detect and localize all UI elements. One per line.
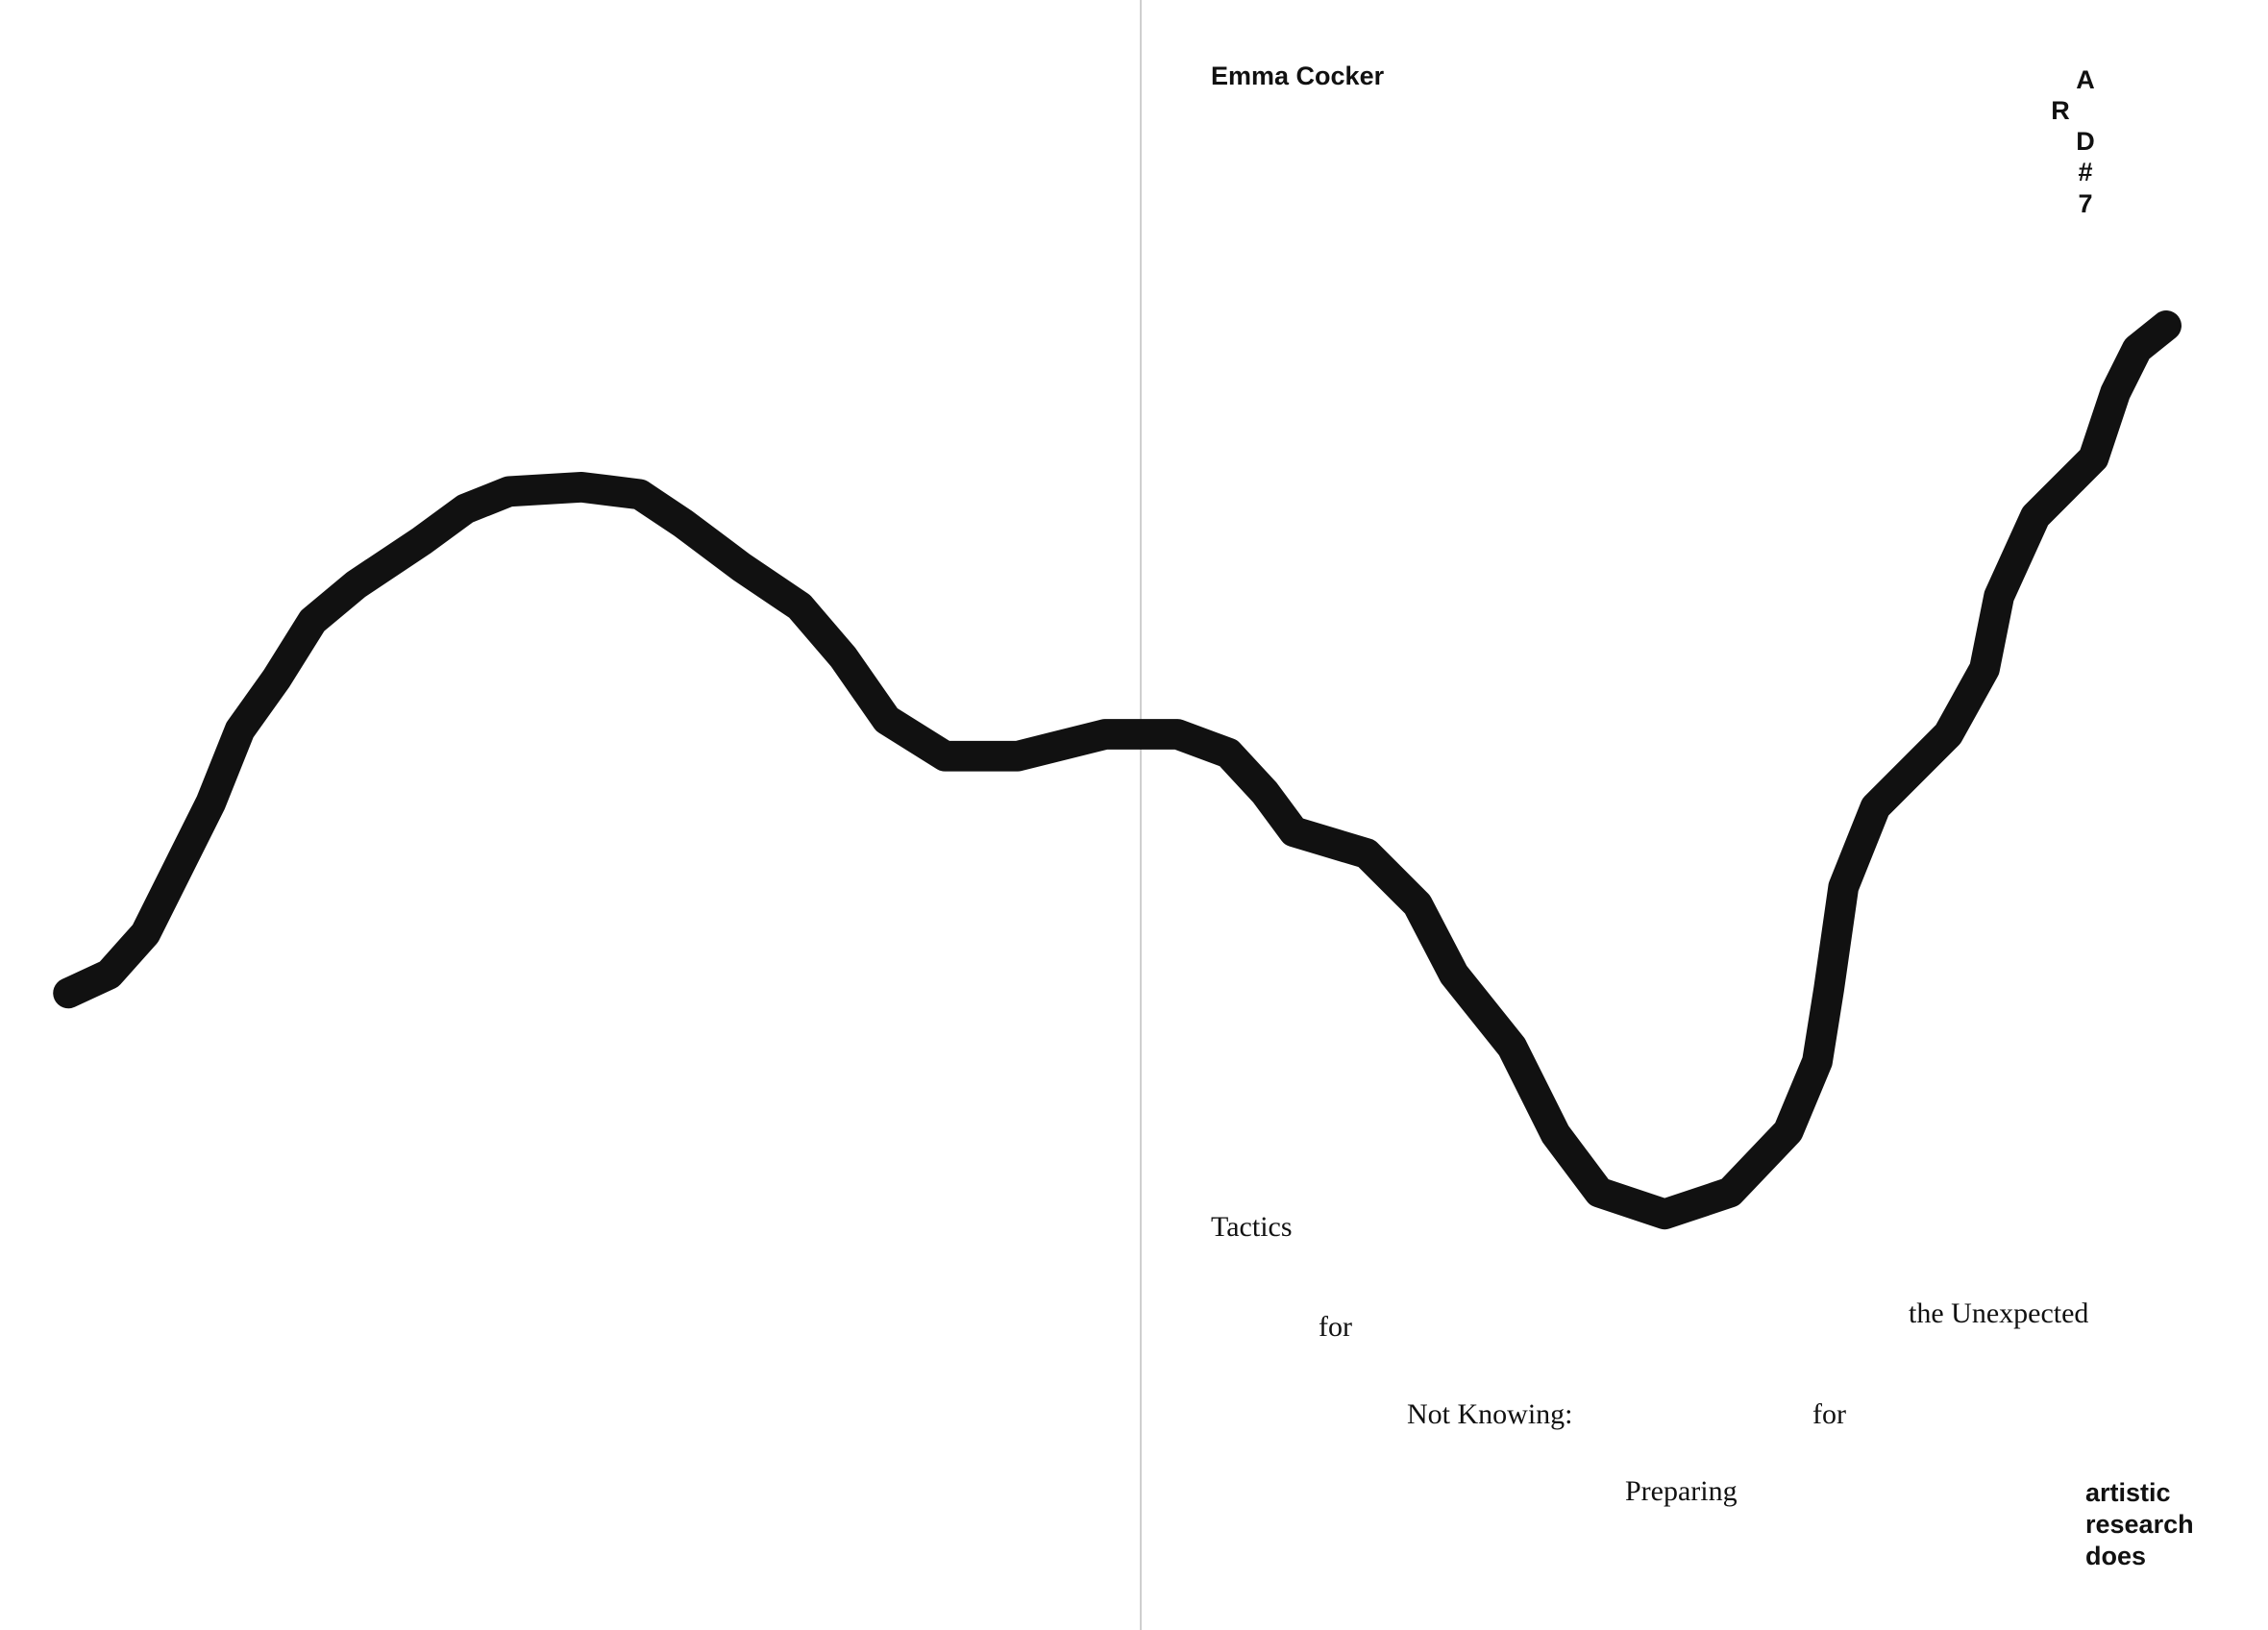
title-word-tactics: Tactics [1211,1211,1293,1243]
series-mark-letter: R [2051,96,2070,125]
title-word-for: for [1812,1398,1846,1430]
series-mark-letter: A [2076,65,2095,94]
title-word-preparing: Preparing [1625,1475,1738,1507]
wavy-line-stroke [53,310,2182,1230]
title-word-not-knowing: Not Knowing: [1407,1398,1573,1430]
series-mark-letter: # [2078,158,2093,186]
publisher-logo-line: does [2085,1542,2147,1570]
series-mark-letter: D [2076,127,2095,156]
author-name: Emma Cocker [1211,62,1385,90]
page-spine-divider [1140,0,1142,1630]
publisher-logo-line: research [2085,1510,2194,1539]
publisher-logo-line: artistic [2085,1478,2171,1507]
series-mark-letter: 7 [2078,189,2093,218]
title-word-for: for [1319,1311,1352,1343]
title-word-the-unexpected: the Unexpected [1909,1297,2089,1329]
